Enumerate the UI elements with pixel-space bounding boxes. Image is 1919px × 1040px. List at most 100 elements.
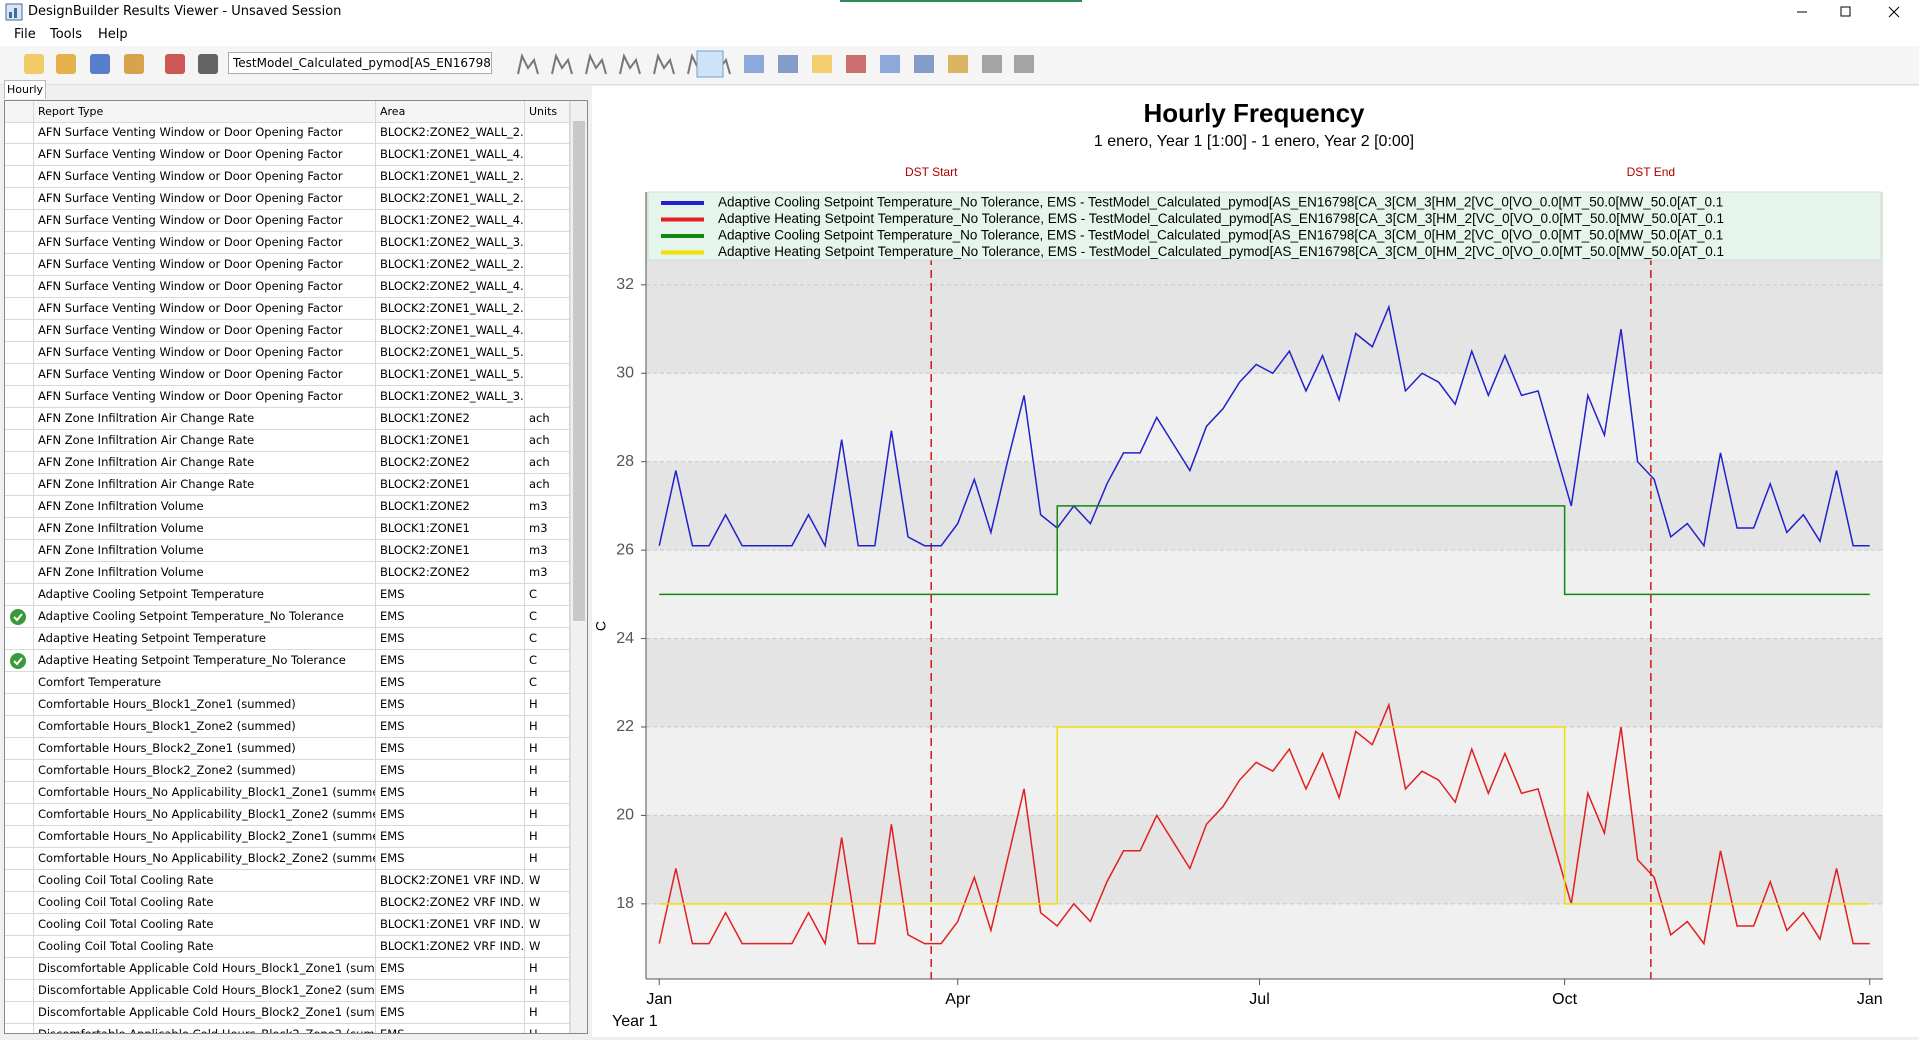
table-row[interactable]: AFN Zone Infiltration Volume BLOCK2:ZONE1… <box>5 540 570 562</box>
menu-item[interactable]: Help <box>98 27 128 42</box>
close[interactable] <box>1888 6 1900 18</box>
cell-text: AFN Zone Infiltration Air Change Rate <box>38 411 255 425</box>
table-cell: AFN Surface Venting Window or Door Openi… <box>34 276 376 298</box>
table-cell: EMS <box>376 848 525 870</box>
check-cell <box>5 628 34 650</box>
toolbar-button-active[interactable] <box>696 50 724 78</box>
toolbar-button[interactable] <box>778 55 798 73</box>
cell-text: Cooling Coil Total Cooling Rate <box>38 917 214 931</box>
toolbar-button[interactable] <box>982 55 1002 73</box>
table-row[interactable]: AFN Surface Venting Window or Door Openi… <box>5 122 570 144</box>
table-row[interactable]: AFN Surface Venting Window or Door Openi… <box>5 320 570 342</box>
table-row[interactable]: AFN Zone Infiltration Air Change Rate BLO… <box>5 430 570 452</box>
toolbar-button[interactable] <box>846 55 866 73</box>
menu-item[interactable]: Tools <box>50 27 83 42</box>
toolbar-button[interactable] <box>948 55 968 73</box>
table-cell: EMS <box>376 716 525 738</box>
table-row[interactable]: Cooling Coil Total Cooling Rate BLOCK1:ZO… <box>5 936 570 958</box>
table-row[interactable]: AFN Zone Infiltration Air Change Rate BLO… <box>5 474 570 496</box>
toolbar-button[interactable] <box>24 54 44 74</box>
restore[interactable] <box>1840 6 1851 17</box>
table-row[interactable]: AFN Surface Venting Window or Door Openi… <box>5 386 570 408</box>
table-row[interactable]: AFN Surface Venting Window or Door Openi… <box>5 342 570 364</box>
table-row[interactable]: Comfortable Hours_No Applicability_Block… <box>5 782 570 804</box>
toolbar-button[interactable] <box>653 53 675 75</box>
table-cell: H <box>525 980 570 1002</box>
table-row[interactable]: AFN Surface Venting Window or Door Openi… <box>5 254 570 276</box>
cell-text: BLOCK1:ZONE2 <box>380 411 470 425</box>
table-row[interactable]: Comfortable Hours_Block1_Zone2 (summed) E… <box>5 716 570 738</box>
toolbar-button[interactable] <box>914 55 934 73</box>
toolbar-button[interactable] <box>56 54 76 74</box>
cell-text: BLOCK1:ZONE1_WALL_2... <box>380 169 525 183</box>
table-cell: EMS <box>376 958 525 980</box>
table-row[interactable]: AFN Zone Infiltration Air Change Rate BLO… <box>5 452 570 474</box>
toolbar-button[interactable] <box>517 53 539 75</box>
table-row[interactable]: Discomfortable Applicable Cold Hours_Blo… <box>5 1002 570 1024</box>
table-row[interactable]: AFN Zone Infiltration Volume BLOCK2:ZONE2… <box>5 562 570 584</box>
x-axis-label: Year 1 <box>612 1013 658 1030</box>
table-row[interactable]: Cooling Coil Total Cooling Rate BLOCK2:ZO… <box>5 870 570 892</box>
toolbar-button[interactable] <box>880 55 900 73</box>
table-row[interactable]: AFN Zone Infiltration Volume BLOCK1:ZONE2… <box>5 496 570 518</box>
header-cell[interactable]: Area <box>376 101 525 123</box>
table-row[interactable]: Discomfortable Applicable Cold Hours_Blo… <box>5 958 570 980</box>
table-row[interactable]: Adaptive Cooling Setpoint Temperature EMS… <box>5 584 570 606</box>
table-cell: BLOCK1:ZONE1_WALL_5... <box>376 364 525 386</box>
table-row[interactable]: Comfortable Hours_Block2_Zone2 (summed) E… <box>5 760 570 782</box>
cell-text: EMS <box>380 851 405 865</box>
toolbar-button[interactable] <box>1014 55 1034 73</box>
table-row[interactable]: Comfortable Hours_Block1_Zone1 (summed) E… <box>5 694 570 716</box>
table-row[interactable]: Cooling Coil Total Cooling Rate BLOCK1:ZO… <box>5 914 570 936</box>
header-cell[interactable]: Units <box>525 101 570 123</box>
table-row[interactable]: AFN Surface Venting Window or Door Openi… <box>5 144 570 166</box>
cell-text: BLOCK2:ZONE1_WALL_5... <box>380 345 525 359</box>
table-row[interactable]: Comfort Temperature EMS C <box>5 672 570 694</box>
table-row[interactable]: Adaptive Cooling Setpoint Temperature_No… <box>5 606 570 628</box>
cell-text: BLOCK2:ZONE2_WALL_4... <box>380 279 525 293</box>
table-cell <box>525 188 570 210</box>
table-row[interactable]: Comfortable Hours_No Applicability_Block… <box>5 826 570 848</box>
table-row[interactable]: Comfortable Hours_Block2_Zone1 (summed) E… <box>5 738 570 760</box>
toolbar-button[interactable] <box>165 54 185 74</box>
window-controls[interactable] <box>1769 0 1919 24</box>
table-row[interactable]: Comfortable Hours_No Applicability_Block… <box>5 848 570 870</box>
scroll-thumb[interactable] <box>573 121 585 621</box>
dataset-dropdown[interactable]: TestModel_Calculated_pymod[AS_EN16798[C. <box>228 52 492 74</box>
table-row[interactable]: AFN Surface Venting Window or Door Openi… <box>5 298 570 320</box>
table-row[interactable]: AFN Surface Venting Window or Door Openi… <box>5 166 570 188</box>
toolbar-button[interactable] <box>90 54 110 74</box>
toolbar-button[interactable] <box>619 53 641 75</box>
toolbar-button[interactable] <box>744 55 764 73</box>
toolbar-button[interactable] <box>124 54 144 74</box>
table-row[interactable]: AFN Surface Venting Window or Door Openi… <box>5 232 570 254</box>
table-row[interactable]: AFN Surface Venting Window or Door Openi… <box>5 364 570 386</box>
table-row[interactable]: AFN Surface Venting Window or Door Openi… <box>5 276 570 298</box>
table-cell: BLOCK2:ZONE2 <box>376 562 525 584</box>
table-row[interactable]: Discomfortable Applicable Cold Hours_Blo… <box>5 980 570 1002</box>
table-row[interactable]: Cooling Coil Total Cooling Rate BLOCK2:ZO… <box>5 892 570 914</box>
table-row[interactable]: Adaptive Heating Setpoint Temperature_No… <box>5 650 570 672</box>
scrollbar[interactable] <box>570 101 587 1033</box>
series-line <box>659 726 1870 905</box>
menu-item[interactable]: File <box>14 27 36 42</box>
table-row[interactable]: Comfortable Hours_No Applicability_Block… <box>5 804 570 826</box>
toolbar-button[interactable] <box>198 54 218 74</box>
toolbar-button[interactable] <box>585 53 607 75</box>
table-row[interactable]: AFN Surface Venting Window or Door Openi… <box>5 188 570 210</box>
table-row[interactable]: Discomfortable Applicable Cold Hours_Blo… <box>5 1024 570 1033</box>
cell-text: EMS <box>380 785 405 799</box>
toolbar-button[interactable] <box>812 55 832 73</box>
toolbar-button[interactable] <box>687 53 709 75</box>
tab[interactable]: Hourly <box>4 80 46 99</box>
check-cell <box>5 540 34 562</box>
table-row[interactable]: Adaptive Heating Setpoint Temperature EMS… <box>5 628 570 650</box>
table-cell: m3 <box>525 496 570 518</box>
table-row[interactable]: AFN Surface Venting Window or Door Openi… <box>5 210 570 232</box>
table-cell <box>525 166 570 188</box>
toolbar-button[interactable] <box>709 53 731 75</box>
table-row[interactable]: AFN Zone Infiltration Volume BLOCK1:ZONE1… <box>5 518 570 540</box>
table-row[interactable]: AFN Zone Infiltration Air Change Rate BLO… <box>5 408 570 430</box>
header-cell[interactable]: Report Type <box>34 101 376 123</box>
toolbar-button[interactable] <box>551 53 573 75</box>
